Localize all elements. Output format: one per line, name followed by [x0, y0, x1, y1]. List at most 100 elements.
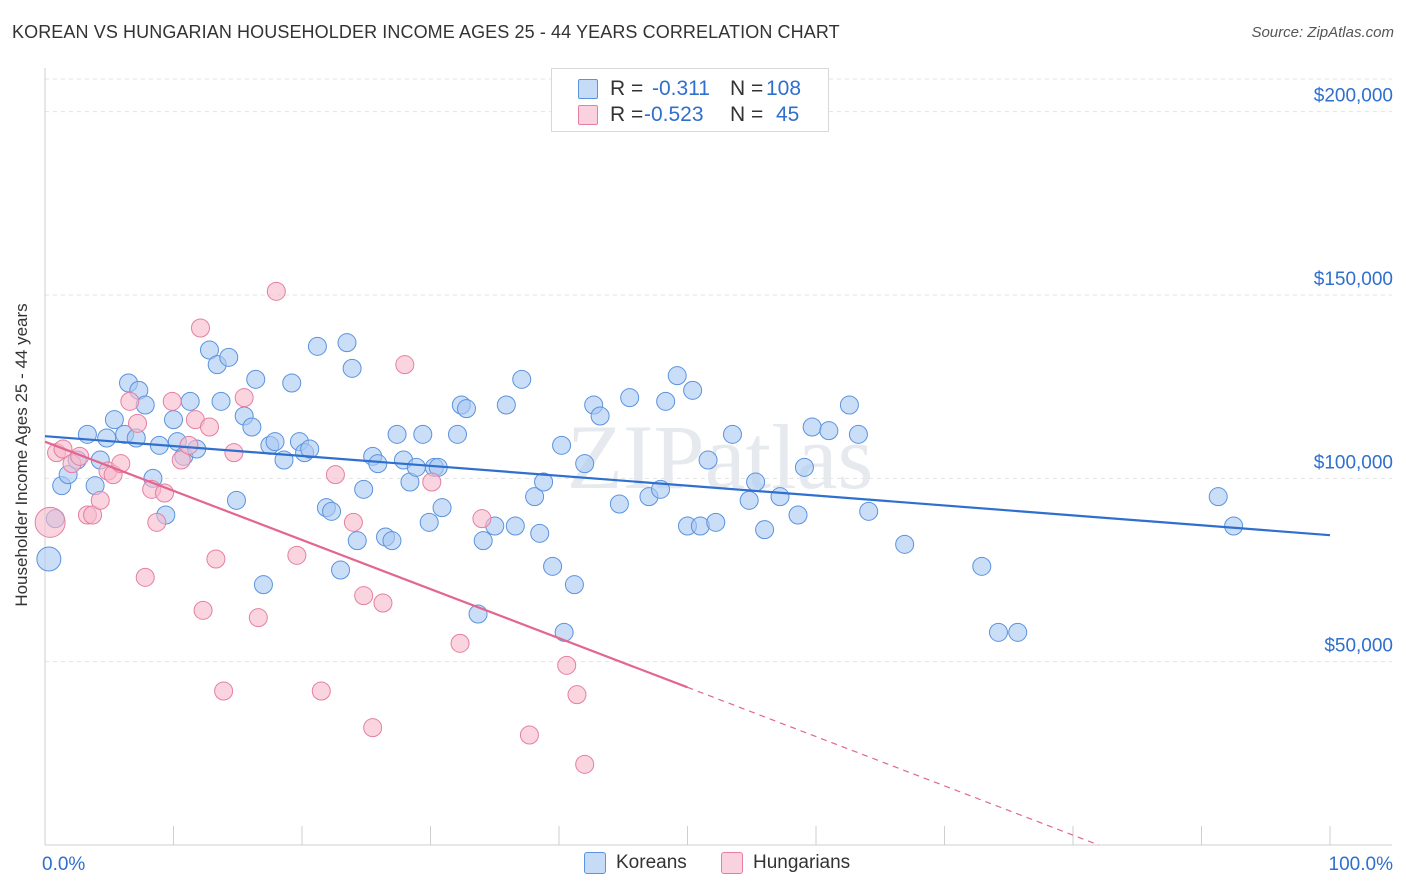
data-point-koreans [456, 399, 476, 419]
trend-lines [44, 435, 1331, 846]
legend-r-label: R = [610, 77, 644, 100]
series-koreans [36, 333, 1244, 642]
y-tick-label: $150,000 [1314, 269, 1393, 290]
data-point-hungarians [422, 472, 442, 492]
data-point-hungarians [472, 509, 492, 529]
legend-row-koreans: R = -0.311 N = 108 [552, 75, 828, 103]
data-point-hungarians [199, 417, 219, 437]
data-point-koreans [788, 505, 808, 525]
legend-n-label: N = [730, 77, 764, 100]
data-point-koreans [496, 395, 516, 415]
legend-label-koreans: Koreans [616, 852, 687, 873]
legend-label-hungarians: Hungarians [753, 852, 851, 873]
data-point-hungarians [266, 281, 286, 301]
grid-lines [45, 78, 1392, 663]
data-point-koreans [739, 490, 759, 510]
data-point-hungarians [128, 413, 148, 433]
data-point-hungarians [325, 465, 345, 485]
y-tick-label: $200,000 [1314, 86, 1393, 107]
data-point-koreans [1208, 487, 1228, 507]
data-point-koreans [722, 424, 742, 444]
data-point-koreans [802, 417, 822, 437]
data-point-hungarians [567, 685, 587, 705]
x-tick-label: 0.0% [42, 854, 85, 875]
data-point-hungarians [214, 681, 234, 701]
legend-swatch-koreans [578, 79, 598, 99]
y-tick-labels: $50,000 $100,000 $150,000 $200,000 [1314, 86, 1393, 657]
data-point-koreans [36, 546, 62, 572]
data-point-koreans [432, 498, 452, 518]
data-point-koreans [755, 520, 775, 540]
data-point-hungarians [120, 391, 140, 411]
data-point-koreans [246, 369, 266, 389]
legend-n-value: 45 [776, 103, 800, 126]
data-point-koreans [180, 391, 200, 411]
data-point-hungarians [206, 549, 226, 569]
data-point-koreans [609, 494, 629, 514]
data-point-koreans [406, 457, 426, 477]
data-point-koreans [683, 380, 703, 400]
data-point-koreans [382, 531, 402, 551]
data-point-koreans [300, 439, 320, 459]
data-point-koreans [530, 523, 550, 543]
data-point-koreans [331, 560, 351, 580]
data-point-koreans [387, 424, 407, 444]
data-point-hungarians [171, 450, 191, 470]
data-point-koreans [575, 454, 595, 474]
data-point-koreans [354, 479, 374, 499]
legend-n-label: N = [730, 103, 764, 126]
data-point-koreans [770, 487, 790, 507]
data-point-koreans [307, 336, 327, 356]
y-axis-label: Householder Income Ages 25 - 44 years [12, 303, 31, 607]
data-point-hungarians [287, 545, 307, 565]
data-point-koreans [512, 369, 532, 389]
series-hungarians [34, 281, 595, 774]
data-point-koreans [620, 388, 640, 408]
data-point-koreans [342, 358, 362, 378]
data-point-hungarians [557, 655, 577, 675]
data-point-koreans [525, 487, 545, 507]
data-point-koreans [368, 454, 388, 474]
watermark: ZIPatlas [567, 406, 874, 508]
data-point-hungarians [234, 388, 254, 408]
data-point-hungarians [450, 633, 470, 653]
data-point-koreans [848, 424, 868, 444]
data-point-koreans [347, 531, 367, 551]
data-point-koreans [211, 391, 231, 411]
data-point-koreans [656, 391, 676, 411]
legend-n-value: 108 [766, 77, 802, 100]
axes [44, 68, 1392, 846]
data-point-hungarians [519, 725, 539, 745]
data-point-koreans [447, 424, 467, 444]
data-point-koreans [859, 501, 879, 521]
data-point-hungarians [395, 355, 415, 375]
data-point-koreans [505, 516, 525, 536]
data-point-koreans [667, 366, 687, 386]
data-point-koreans [794, 457, 814, 477]
data-point-koreans [253, 575, 273, 595]
y-tick-label: $50,000 [1324, 636, 1393, 657]
data-point-hungarians [363, 718, 383, 738]
trend-line-hungarians [44, 440, 688, 689]
data-point-koreans [226, 490, 246, 510]
trend-line-koreans [44, 435, 1331, 537]
data-point-hungarians [354, 586, 374, 606]
data-point-koreans [219, 347, 239, 367]
data-point-koreans [1224, 516, 1244, 536]
data-point-hungarians [90, 490, 110, 510]
data-point-hungarians [147, 512, 167, 532]
data-point-koreans [322, 501, 342, 521]
source-label: Source: ZipAtlas.com [1251, 24, 1394, 41]
data-point-hungarians [193, 600, 213, 620]
data-point-koreans [988, 622, 1008, 642]
data-point-koreans [698, 450, 718, 470]
data-point-hungarians [311, 681, 331, 701]
x-tick-labels: 0.0% 100.0% [42, 854, 1393, 875]
data-point-koreans [895, 534, 915, 554]
data-point-hungarians [575, 754, 595, 774]
data-point-koreans [337, 333, 357, 353]
legend-swatch-hungarians [578, 105, 598, 125]
data-point-hungarians [135, 567, 155, 587]
data-point-koreans [104, 410, 124, 430]
